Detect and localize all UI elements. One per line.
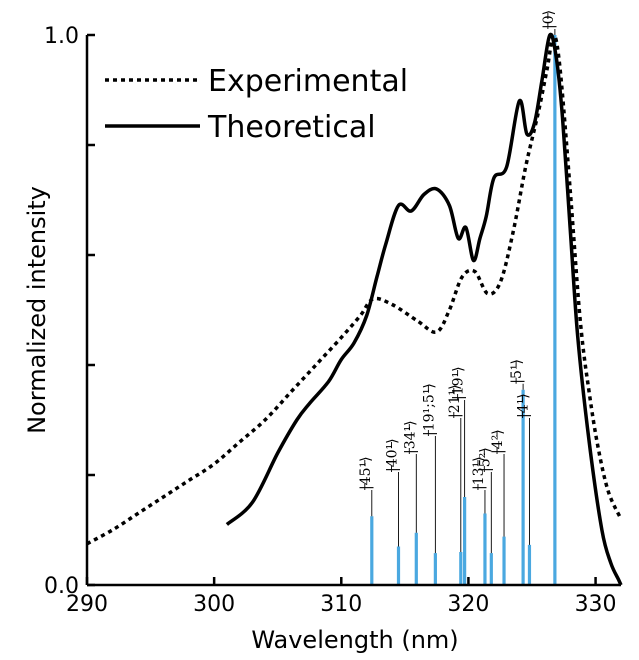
legend-label: Theoretical bbox=[207, 110, 376, 145]
axes: 290 300 310 320 330 0.0 1.0 bbox=[44, 24, 621, 617]
stick-peak: |0⟩ bbox=[541, 10, 557, 585]
stick-label: |13¹⟩ bbox=[471, 456, 487, 490]
legend: Experimental Theoretical bbox=[105, 64, 408, 145]
stick-label: |19¹;5¹⟩ bbox=[421, 383, 437, 436]
x-tick-label: 310 bbox=[320, 592, 362, 617]
stick-peak: |19¹⟩ bbox=[451, 366, 467, 585]
y-axis-title: Normalized intensity bbox=[23, 186, 51, 434]
stick-label: |45¹⟩ bbox=[358, 456, 374, 490]
stick-label: |21¹⟩ bbox=[447, 384, 463, 418]
y-tick-label: 0.0 bbox=[44, 574, 79, 599]
stick-label: |40¹⟩ bbox=[385, 438, 401, 472]
x-tick-label: 320 bbox=[447, 592, 489, 617]
stick-label: |19¹⟩ bbox=[451, 366, 467, 400]
x-axis-title: Wavelength (nm) bbox=[251, 626, 458, 654]
curves bbox=[86, 32, 623, 586]
stick-peak: |4²⟩ bbox=[490, 429, 506, 585]
stick-peak: |40¹⟩ bbox=[385, 438, 401, 585]
stick-label: |0⟩ bbox=[541, 10, 557, 29]
stick-peak: |19¹;5¹⟩ bbox=[421, 383, 437, 585]
stick-peak: |5²⟩ bbox=[477, 447, 493, 585]
stick-peak: |21¹⟩ bbox=[447, 384, 463, 585]
stick-peak: |45¹⟩ bbox=[358, 456, 374, 585]
y-tick-label: 1.0 bbox=[44, 24, 79, 49]
stick-label: |5²⟩ bbox=[477, 447, 493, 472]
series-line-experimental bbox=[86, 33, 623, 546]
stick-label: |4²⟩ bbox=[490, 429, 506, 454]
stick-label: |4¹⟩ bbox=[515, 393, 531, 418]
x-tick-label: 300 bbox=[193, 592, 235, 617]
stick-label: |34¹⟩ bbox=[402, 420, 418, 454]
series-line-theoretical bbox=[225, 32, 623, 586]
stick-peak: |34¹⟩ bbox=[402, 420, 418, 585]
stick-spectrum: |45¹⟩|40¹⟩|34¹⟩|19¹;5¹⟩ |21¹⟩|19¹⟩|13¹⟩|5… bbox=[358, 10, 557, 585]
stick-peak: |13¹⟩ bbox=[471, 456, 487, 585]
stick-label: |5¹⟩ bbox=[509, 359, 525, 384]
x-tick-label: 330 bbox=[575, 592, 617, 617]
stick-peak: |5¹⟩ bbox=[509, 359, 525, 585]
x-tick-label: 290 bbox=[66, 592, 108, 617]
stick-peak: |4¹⟩ bbox=[515, 393, 531, 585]
legend-label: Experimental bbox=[208, 64, 408, 99]
